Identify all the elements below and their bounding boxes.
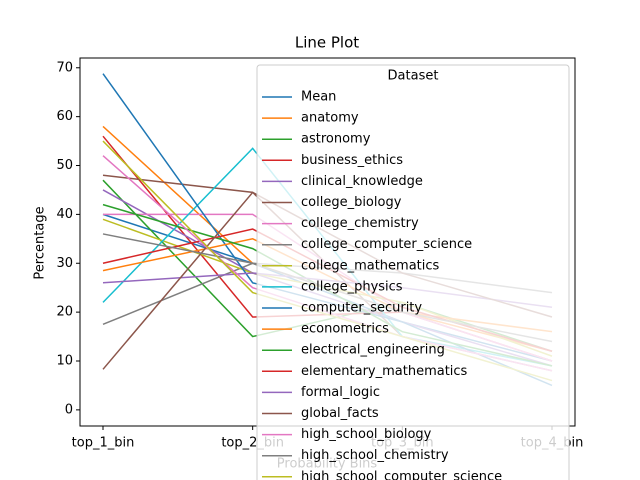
y-tick-label: 10 (56, 354, 73, 369)
legend-label: computer_security (301, 301, 422, 316)
legend-label: econometrics (301, 322, 389, 337)
chart-title: Line Plot (295, 34, 359, 52)
legend-box (256, 64, 570, 480)
legend-label: electrical_engineering (301, 343, 445, 358)
legend-label: global_facts (301, 406, 379, 421)
legend-label: college_chemistry (301, 216, 419, 231)
legend-label: college_physics (301, 279, 403, 294)
y-tick-label: 60 (56, 109, 73, 124)
legend-label: high_school_biology (301, 427, 432, 442)
legend-label: high_school_computer_science (301, 469, 502, 480)
legend: Dataset Mean anatomy astronomy business_eth… (256, 64, 570, 480)
legend-label: college_mathematics (301, 258, 440, 273)
y-tick-label: 40 (56, 207, 73, 222)
legend-label: anatomy (301, 111, 359, 126)
legend-label: formal_logic (301, 385, 380, 400)
legend-label: college_computer_science (301, 237, 472, 252)
y-tick-label: 0 (65, 402, 73, 417)
y-tick-label: 30 (56, 256, 73, 271)
y-axis-label: Percentage (33, 206, 48, 279)
x-tick-label: top_1_bin (72, 436, 135, 451)
legend-label: business_ethics (301, 153, 403, 168)
legend-label: high_school_chemistry (301, 448, 449, 463)
legend-title: Dataset (388, 69, 439, 84)
legend-label: elementary_mathematics (301, 364, 468, 379)
y-tick-label: 20 (56, 305, 73, 320)
legend-label: Mean (301, 90, 336, 105)
legend-label: clinical_knowledge (301, 174, 423, 189)
legend-label: astronomy (301, 132, 371, 147)
legend-label: college_biology (301, 195, 402, 210)
y-tick-label: 50 (56, 158, 73, 173)
y-tick-label: 70 (56, 60, 73, 75)
